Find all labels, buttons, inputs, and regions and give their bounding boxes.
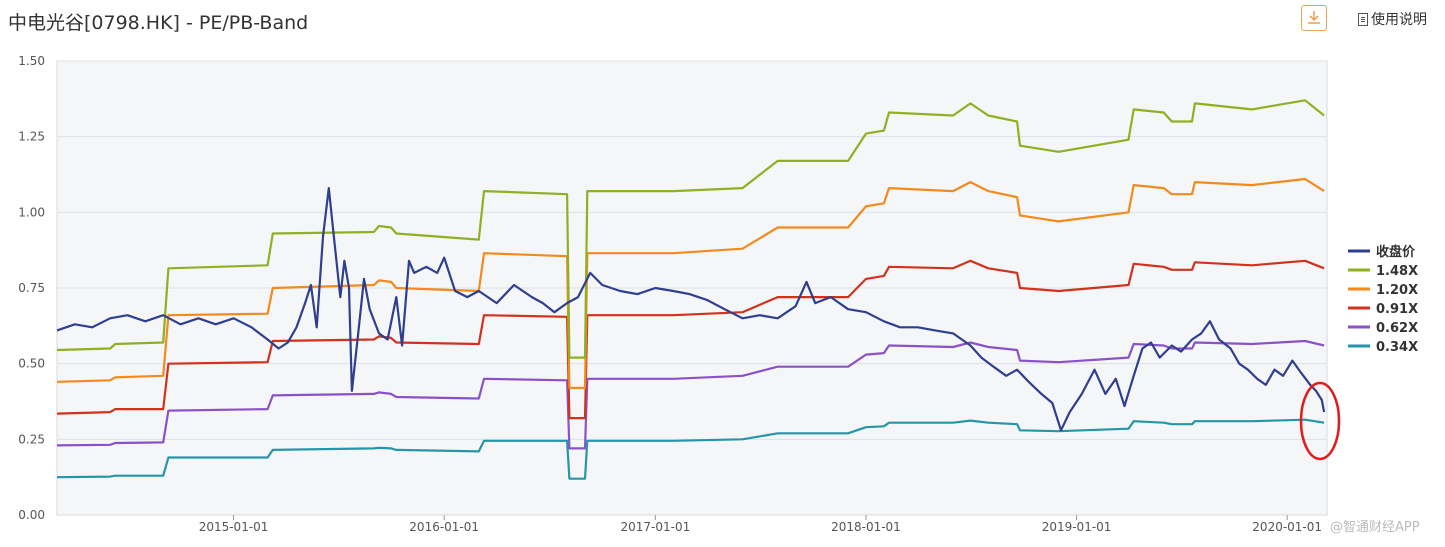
y-tick-label: 0.00 [18,508,45,522]
x-tick-label: 2016-01-01 [409,520,479,534]
y-tick-label: 1.50 [18,54,45,68]
legend-label: 收盘价 [1376,244,1416,260]
grid-lines [57,60,1327,440]
legend-label: 1.48X [1376,264,1418,279]
x-tick-label: 2015-01-01 [199,520,269,534]
legend-label: 0.34X [1376,340,1418,355]
page-title: 中电光谷[0798.HK] - PE/PB-Band [8,12,309,34]
y-axis: 0.00 0.25 0.50 0.75 1.00 1.25 1.50 [18,54,45,522]
y-tick-label: 0.25 [18,432,45,446]
y-tick-label: 1.00 [18,205,45,219]
series-line-1.48X [56,99,1325,359]
y-tick-label: 0.50 [18,357,45,371]
x-tick-label: 2018-01-01 [831,520,901,534]
series-line-0.34X [56,418,1325,480]
chart-container: 0.00 0.25 0.50 0.75 1.00 1.25 1.50 2015-01-01 2… [0,46,1445,543]
series-lines [56,99,1326,480]
series-line-收盘价 [56,187,1326,432]
legend-label: 1.20X [1376,283,1418,298]
download-icon [1308,11,1320,24]
x-tick-label: 2020-01-01 [1252,520,1322,534]
y-tick-label: 1.25 [18,130,45,144]
series-line-0.91X [56,259,1325,420]
document-icon [1358,12,1368,26]
x-tick-label: 2017-01-01 [620,520,690,534]
help-link[interactable]: 使用说明 [1358,9,1427,29]
x-tick-label: 2019-01-01 [1042,520,1112,534]
watermark: @智通财经APP [1330,520,1420,535]
help-label: 使用说明 [1371,12,1427,28]
pb-band-chart: 0.000.250.500.751.001.251.50 2015-01-01 2… [18,54,1418,534]
legend: 收盘价 1.48X 1.20X 0.91X 0.62X 0.34X [1348,244,1418,355]
series-line-1.20X [56,177,1325,389]
legend-label: 0.62X [1376,321,1418,336]
y-tick-label: 0.75 [18,281,45,295]
highlight-circle [1299,381,1341,461]
legend-label: 0.91X [1376,302,1418,317]
download-button[interactable] [1301,5,1327,31]
x-axis: 2015-01-01 2016-01-01 2017-01-01 2018-01-01… [199,515,1322,534]
